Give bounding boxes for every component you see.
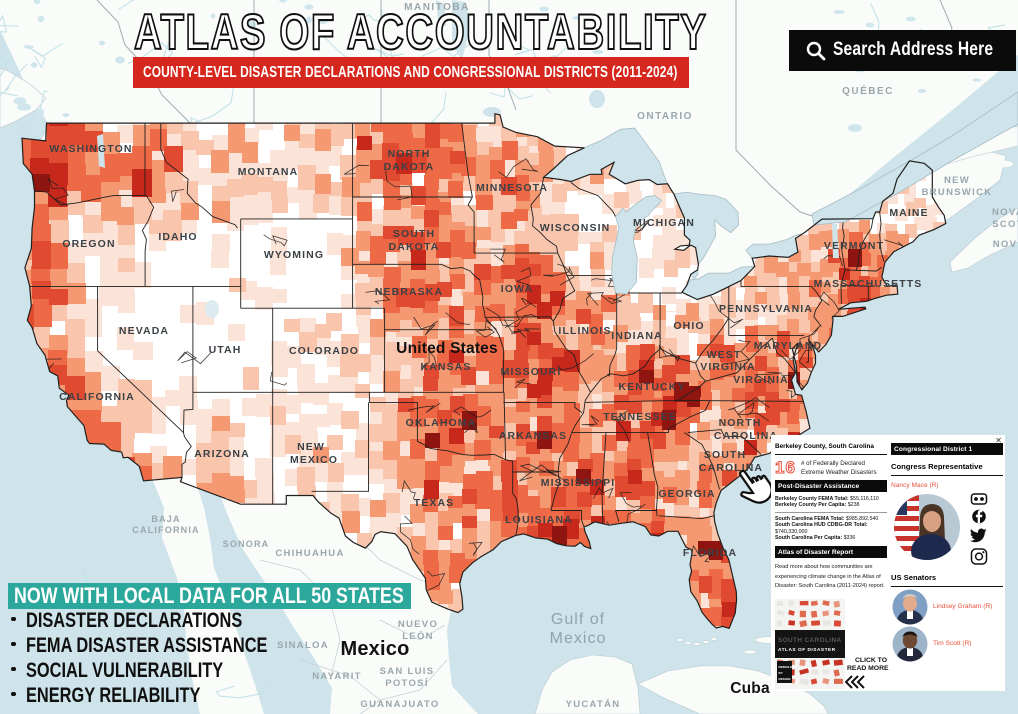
svg-text:OKLAHOMA: OKLAHOMA bbox=[406, 417, 477, 429]
svg-text:NEBRASKA: NEBRASKA bbox=[375, 286, 443, 298]
svg-text:ARKANSAS: ARKANSAS bbox=[499, 430, 567, 442]
svg-text:TEXAS: TEXAS bbox=[414, 497, 455, 509]
svg-text:KANSAS: KANSAS bbox=[421, 361, 472, 373]
svg-text:LOUISIANA: LOUISIANA bbox=[505, 514, 573, 526]
svg-text:MICHIGAN: MICHIGAN bbox=[633, 217, 695, 229]
svg-text:MANITOBA: MANITOBA bbox=[404, 2, 470, 13]
svg-text:SCOT: SCOT bbox=[992, 219, 1018, 230]
svg-text:MISSISSIPPI: MISSISSIPPI bbox=[541, 477, 616, 489]
svg-text:NUEVO: NUEVO bbox=[398, 619, 438, 630]
svg-text:Cuba: Cuba bbox=[730, 680, 770, 697]
svg-text:NOV: NOV bbox=[993, 239, 1018, 250]
svg-text:ATLAS OF ACCOUNTABILITY: ATLAS OF ACCOUNTABILITY bbox=[134, 5, 708, 58]
svg-text:WASHINGTON: WASHINGTON bbox=[49, 143, 132, 155]
svg-text:YUCATÁN: YUCATÁN bbox=[566, 699, 621, 710]
svg-text:DESIGN: DESIGN bbox=[779, 677, 792, 681]
svg-text:UTAH: UTAH bbox=[209, 344, 242, 356]
svg-text:ATLAS OF DISASTER: ATLAS OF DISASTER bbox=[778, 647, 836, 653]
svg-text:VERMONT: VERMONT bbox=[824, 240, 884, 252]
svg-text:INDIANA: INDIANA bbox=[611, 330, 662, 342]
svg-text:VIRGINIA: VIRGINIA bbox=[733, 374, 788, 386]
svg-text:OREGON: OREGON bbox=[62, 238, 115, 250]
svg-text:WISCONSIN: WISCONSIN bbox=[540, 222, 611, 234]
svg-text:WEST: WEST bbox=[707, 349, 742, 361]
svg-text:CALIFORNIA: CALIFORNIA bbox=[132, 525, 200, 535]
svg-text:NAYARIT: NAYARIT bbox=[312, 671, 362, 682]
svg-text:COLORADO: COLORADO bbox=[289, 345, 359, 357]
svg-text:MASSACHUSETTS: MASSACHUSETTS bbox=[814, 278, 923, 290]
svg-text:SOUTH: SOUTH bbox=[393, 228, 435, 240]
svg-text:IDAHO: IDAHO bbox=[158, 231, 197, 243]
svg-text:TENNESSEE: TENNESSEE bbox=[603, 411, 677, 423]
svg-text:NORTH: NORTH bbox=[388, 148, 431, 160]
svg-text:SOUTH: SOUTH bbox=[704, 449, 746, 461]
svg-text:REBUILD: REBUILD bbox=[779, 665, 794, 669]
svg-text:POTOSÍ: POTOSÍ bbox=[385, 678, 429, 689]
svg-text:IOWA: IOWA bbox=[501, 283, 533, 295]
svg-text:FLORIDA: FLORIDA bbox=[683, 547, 737, 559]
svg-text:BAJA: BAJA bbox=[151, 514, 180, 524]
svg-text:SINALOA: SINALOA bbox=[277, 640, 329, 651]
svg-text:KENTUCKY: KENTUCKY bbox=[618, 381, 685, 393]
svg-text:SAN LUIS: SAN LUIS bbox=[380, 666, 435, 677]
svg-text:WYOMING: WYOMING bbox=[264, 249, 324, 261]
svg-text:ARIZONA: ARIZONA bbox=[194, 448, 250, 460]
svg-text:NEVADA: NEVADA bbox=[119, 325, 169, 337]
svg-text:MEXICO: MEXICO bbox=[290, 454, 338, 466]
svg-text:MISSOURI: MISSOURI bbox=[501, 366, 562, 378]
svg-text:SONORA: SONORA bbox=[223, 539, 270, 549]
svg-text:SOUTH CAROLINA: SOUTH CAROLINA bbox=[778, 637, 841, 644]
svg-text:BRUNSWICK: BRUNSWICK bbox=[922, 187, 993, 198]
svg-text:DAKOTA: DAKOTA bbox=[384, 161, 435, 173]
svg-text:LEÓN: LEÓN bbox=[402, 630, 434, 642]
svg-text:QUÉBEC: QUÉBEC bbox=[842, 84, 894, 97]
svg-text:DAKOTA: DAKOTA bbox=[389, 241, 440, 253]
svg-text:NEW: NEW bbox=[297, 441, 325, 453]
svg-text:MINNESOTA: MINNESOTA bbox=[476, 182, 548, 194]
svg-text:ILLINOIS: ILLINOIS bbox=[558, 325, 611, 337]
svg-text:VIRGINIA: VIRGINIA bbox=[700, 361, 755, 373]
svg-text:BY: BY bbox=[779, 671, 784, 675]
svg-text:CAROLINA: CAROLINA bbox=[714, 430, 778, 442]
svg-text:MAINE: MAINE bbox=[889, 207, 928, 219]
svg-text:GEORGIA: GEORGIA bbox=[658, 488, 715, 500]
svg-text:MARYLAND: MARYLAND bbox=[754, 340, 823, 352]
svg-text:PENNSYLVANIA: PENNSYLVANIA bbox=[719, 303, 813, 315]
svg-text:Mexico: Mexico bbox=[550, 630, 607, 647]
svg-text:NORTH: NORTH bbox=[719, 417, 762, 429]
svg-text:United States: United States bbox=[396, 340, 498, 357]
svg-text:CAROLINA: CAROLINA bbox=[699, 462, 763, 474]
svg-text:NEW: NEW bbox=[944, 175, 970, 186]
svg-text:MONTANA: MONTANA bbox=[238, 166, 299, 178]
svg-text:Mexico: Mexico bbox=[340, 638, 409, 660]
svg-text:OHIO: OHIO bbox=[673, 320, 704, 332]
svg-text:ONTARIO: ONTARIO bbox=[637, 111, 693, 122]
svg-text:Gulf of: Gulf of bbox=[551, 611, 605, 628]
svg-text:GUANAJUATO: GUANAJUATO bbox=[360, 699, 439, 710]
svg-text:CALIFORNIA: CALIFORNIA bbox=[59, 391, 135, 403]
svg-text:CHIHUAHUA: CHIHUAHUA bbox=[275, 548, 344, 559]
